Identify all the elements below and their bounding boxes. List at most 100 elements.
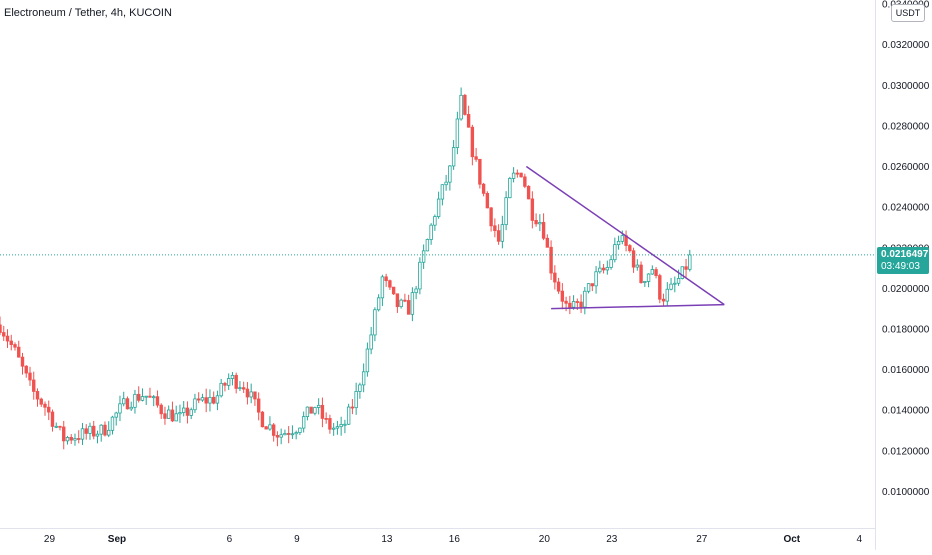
candle-down <box>493 225 497 232</box>
candle-up <box>335 426 340 429</box>
candle-down <box>523 176 527 187</box>
candle-up <box>301 416 306 429</box>
candle-down <box>534 220 538 225</box>
candle-down <box>20 356 25 367</box>
x-tick-label: 23 <box>606 534 618 545</box>
candle-up <box>283 433 287 436</box>
candle-down <box>309 406 313 414</box>
candle-down <box>50 411 55 427</box>
x-tick-label: 20 <box>539 534 551 545</box>
candle-down <box>2 332 6 337</box>
candle-down <box>631 250 636 268</box>
candle-down <box>256 398 261 413</box>
candle-up <box>418 261 422 290</box>
candle-down <box>0 324 2 333</box>
candle-down <box>77 438 81 440</box>
candle-up <box>114 412 118 418</box>
candle-down <box>39 398 43 405</box>
candle-down <box>328 418 332 430</box>
candle-down <box>320 404 325 419</box>
candle-up <box>365 348 370 373</box>
x-tick-label: Sep <box>108 534 126 545</box>
candle-down <box>84 428 88 434</box>
candle-down <box>545 237 550 248</box>
candle-up <box>298 427 302 433</box>
candle-down <box>155 396 160 406</box>
candle-up <box>279 434 283 438</box>
candle-down <box>684 266 688 270</box>
trendlines-layer <box>0 165 875 310</box>
candle-down <box>496 230 501 242</box>
candle-up <box>118 403 122 414</box>
candle-down <box>391 286 396 295</box>
candle-up <box>249 391 253 398</box>
candle-down <box>148 395 152 398</box>
candle-down <box>549 246 553 274</box>
candle-up <box>174 413 178 422</box>
candle-up <box>436 198 441 217</box>
candle-down <box>601 267 606 271</box>
candle-down <box>541 222 546 239</box>
candle-down <box>9 340 13 345</box>
candle-down <box>403 299 407 302</box>
candle-up <box>643 281 647 283</box>
candle-down <box>163 413 167 419</box>
candle-down <box>204 397 208 404</box>
candle-down <box>43 403 47 408</box>
y-tick-label: 0.0300000 <box>882 81 930 92</box>
candle-up <box>583 290 587 308</box>
candle-up <box>646 273 651 282</box>
x-tick-label: 13 <box>381 534 393 545</box>
candle-up <box>152 396 156 399</box>
candle-down <box>474 156 478 160</box>
candle-down <box>185 407 190 416</box>
y-tick-label: 0.0100000 <box>882 487 930 498</box>
x-tick-label: 9 <box>294 534 300 545</box>
candle-up <box>193 398 197 411</box>
candle-up <box>605 267 610 271</box>
candle-down <box>481 183 486 194</box>
candle-up <box>219 382 223 397</box>
x-axis[interactable]: 29 Sep 6 9 13 16 20 23 27 Oct 4 <box>44 534 863 545</box>
candle-down <box>661 298 666 302</box>
candle-up <box>380 276 385 299</box>
candle-up <box>215 395 220 404</box>
candle-down <box>384 276 388 282</box>
y-tick-label: 0.0320000 <box>882 40 930 51</box>
candle-up <box>676 278 681 284</box>
candle-up <box>688 254 692 270</box>
candle-down <box>553 272 557 283</box>
candle-down <box>103 424 107 436</box>
y-tick-label: 0.0280000 <box>882 121 930 132</box>
candle-down <box>286 433 291 435</box>
candle-down <box>69 437 73 441</box>
candle-up <box>189 409 193 416</box>
candles-layer <box>0 87 692 450</box>
candle-down <box>234 374 238 389</box>
candle-up <box>339 424 343 428</box>
candle-up <box>538 222 542 225</box>
y-tick-label: 0.0260000 <box>882 162 930 173</box>
x-tick-label: 29 <box>44 534 56 545</box>
currency-button[interactable]: USDT <box>891 4 925 22</box>
candle-down <box>519 172 523 178</box>
candle-down <box>211 396 216 404</box>
candle-up <box>99 424 103 435</box>
candle-up <box>635 264 640 268</box>
candle-down <box>32 379 36 392</box>
x-tick-label: 4 <box>856 534 862 545</box>
candle-down <box>223 382 227 386</box>
candle-down <box>62 426 66 442</box>
candle-up <box>181 407 186 413</box>
candle-up <box>665 288 670 302</box>
trendline-upper <box>525 165 725 306</box>
candle-down <box>530 198 535 221</box>
candle-up <box>620 235 625 242</box>
candle-up <box>425 239 430 252</box>
candle-up <box>369 334 373 350</box>
candle-up <box>133 393 137 408</box>
x-tick-label: Oct <box>783 534 800 545</box>
candle-down <box>125 398 130 410</box>
